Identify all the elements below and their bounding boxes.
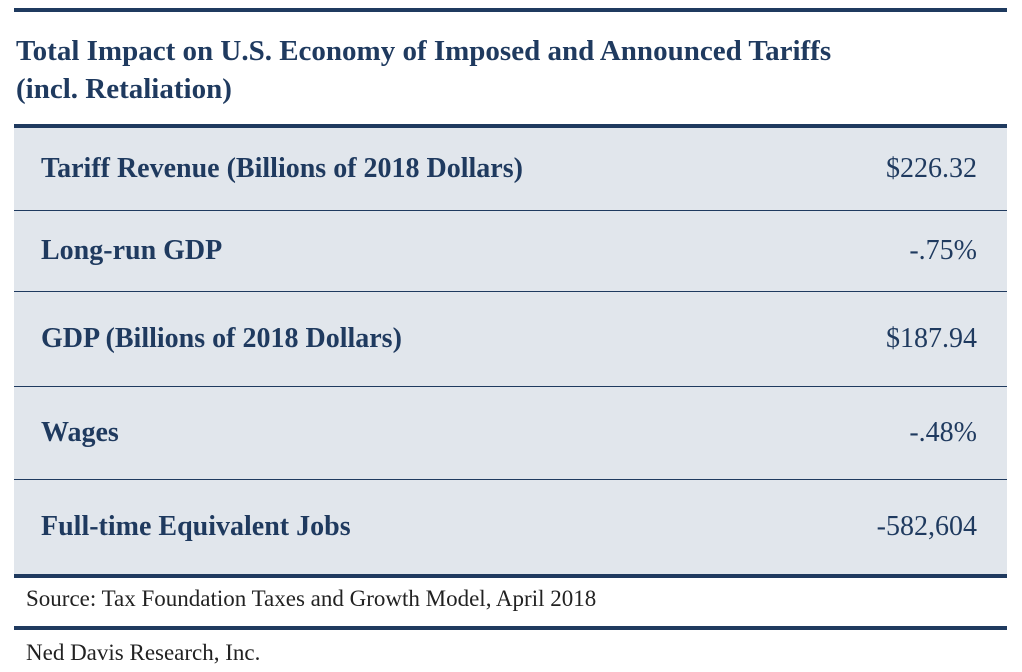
table-title-line-1: Total Impact on U.S. Economy of Imposed …	[16, 35, 832, 67]
row-value: -.75%	[909, 235, 977, 266]
row-value: -.48%	[909, 417, 977, 448]
table-title: Total Impact on U.S. Economy of Imposed …	[14, 12, 1007, 124]
row-value: -582,604	[876, 511, 977, 542]
table-title-line-2: (incl. Retaliation)	[16, 73, 232, 105]
row-label: Wages	[41, 417, 119, 448]
row-value: $187.94	[886, 323, 977, 354]
credit-note: Ned Davis Research, Inc.	[26, 640, 261, 665]
row-value: $226.32	[886, 153, 977, 184]
row-label: Full-time Equivalent Jobs	[41, 511, 351, 542]
table-row-long-run-gdp: Long-run GDP -.75%	[14, 210, 1007, 291]
table-row-gdp: GDP (Billions of 2018 Dollars) $187.94	[14, 291, 1007, 386]
table-row-fte-jobs: Full-time Equivalent Jobs -582,604	[14, 479, 1007, 574]
row-label: Long-run GDP	[41, 235, 223, 266]
data-table: Tariff Revenue (Billions of 2018 Dollars…	[14, 124, 1007, 578]
table-figure: Total Impact on U.S. Economy of Imposed …	[14, 8, 1007, 666]
row-label: GDP (Billions of 2018 Dollars)	[41, 323, 402, 354]
source-note: Source: Tax Foundation Taxes and Growth …	[26, 586, 597, 611]
footer-rule	[14, 626, 1007, 630]
row-label: Tariff Revenue (Billions of 2018 Dollars…	[41, 153, 523, 184]
table-row-wages: Wages -.48%	[14, 386, 1007, 479]
table-row-tariff-revenue: Tariff Revenue (Billions of 2018 Dollars…	[14, 128, 1007, 210]
top-rule	[14, 8, 1007, 12]
